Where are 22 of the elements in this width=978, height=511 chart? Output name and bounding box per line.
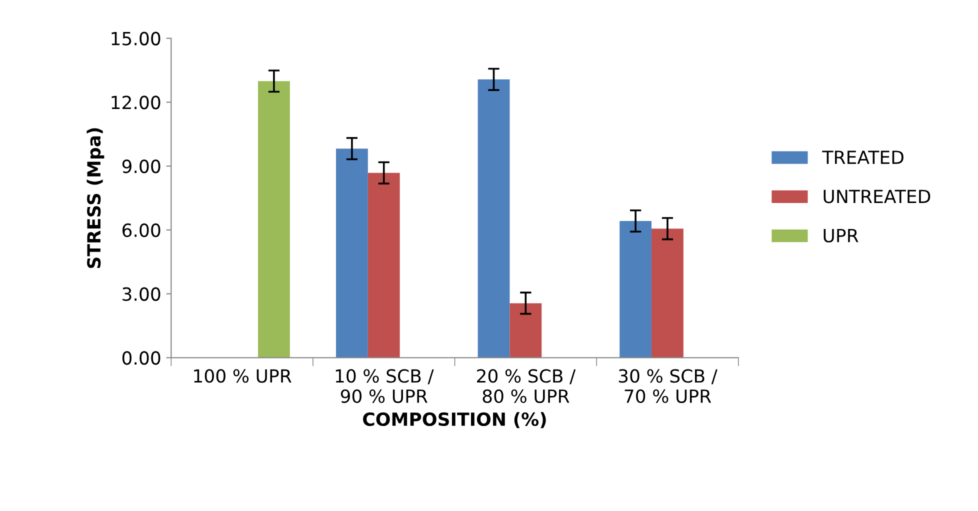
x-axis-title: COMPOSITION (%)	[363, 412, 546, 428]
y-tick-label: 12.00	[112, 96, 160, 110]
y-axis-title: STRESS (Mpa)	[86, 128, 104, 268]
bar	[620, 221, 652, 358]
y-tick-label: 15.00	[112, 32, 160, 46]
bar	[336, 148, 368, 358]
x-tick-label: 10 % SCB / 90 % UPR	[336, 369, 434, 404]
legend-label: TREATED	[822, 150, 904, 164]
legend-label: UPR	[824, 228, 858, 242]
bar	[510, 303, 542, 358]
x-tick-label: 30 % SCB / 70 % UPR	[618, 369, 718, 404]
y-tick-label: 9.00	[122, 160, 160, 174]
y-tick-label: 6.00	[122, 223, 160, 238]
bar	[478, 79, 510, 358]
y-tick-label: 3.00	[122, 287, 160, 301]
bar	[368, 172, 400, 358]
legend-label: UNTREATED	[824, 190, 930, 204]
bar	[652, 228, 684, 358]
bar	[258, 81, 290, 358]
x-tick-label: 100 % UPR	[194, 369, 292, 383]
y-tick-label: 0.00	[122, 351, 160, 365]
x-tick-label: 20 % SCB / 80 % UPR	[477, 369, 576, 404]
